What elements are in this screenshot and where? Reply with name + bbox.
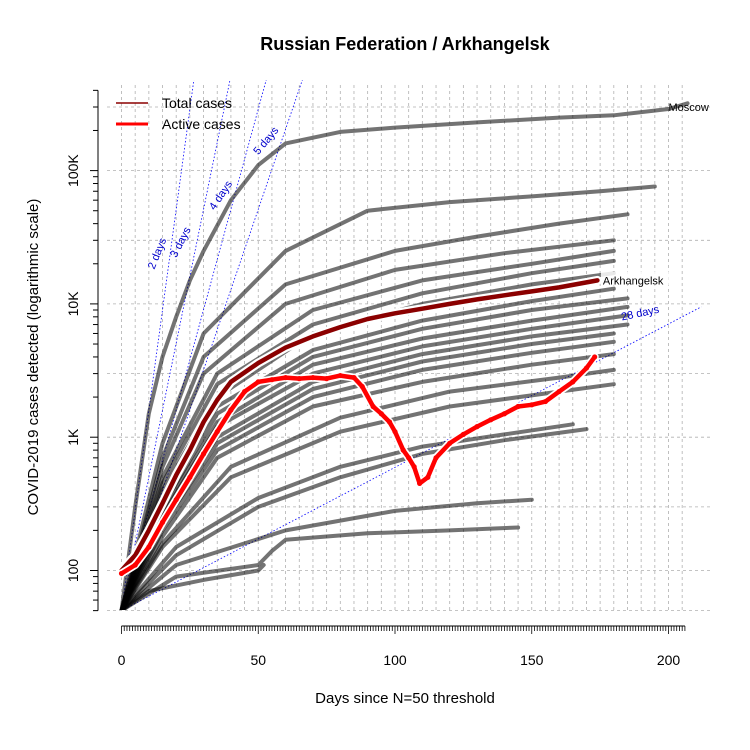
active-cases-point [310,374,316,381]
doubling-reference-lines [121,80,702,610]
active-cases-point [132,562,138,568]
active-cases-point [118,570,125,577]
active-cases-point [570,379,576,385]
active-cases-point [386,419,393,425]
x-tick-label: 150 [520,652,544,668]
x-tick-label: 50 [250,652,266,668]
active-cases-point [556,388,562,395]
annotation-arkhangelsk: Arkhangelsk [603,275,664,287]
active-cases-point [542,398,549,405]
active-cases-point [447,440,453,446]
y-tick-label: 100K [65,154,81,187]
active-cases-point [433,455,439,461]
active-cases-point [283,374,289,381]
background-series-line [119,101,690,610]
active-cases-point [583,365,590,371]
x-tick-label: 0 [118,652,126,668]
active-cases-point [392,429,398,435]
active-cases-point [359,383,365,390]
axes: 100 1K 10K 100K 0 50 100 150 200 [65,89,686,668]
active-cases-point [406,455,412,461]
background-series-line [119,422,575,610]
chart-title: Russian Federation / Arkhangelsk [260,34,550,54]
legend-label-total-cases: Total cases [162,95,232,111]
background-series-line [119,212,630,610]
active-cases-point [474,424,480,430]
background-series-line [119,563,266,610]
active-cases-point [515,403,521,410]
active-cases-point [296,376,302,382]
y-axis-label: COVID-2019 cases detected (logarithmic s… [25,199,42,516]
active-cases-point [425,474,431,480]
annotation-background [600,271,669,286]
legend-label-active-cases: Active cases [162,116,241,132]
active-cases-point [241,388,248,395]
y-tick-label: 1K [65,428,81,446]
active-cases-point [173,497,179,503]
background-series-line [119,367,616,610]
background-series-line [119,427,589,610]
x-axis-label: Days since N=50 threshold [315,690,495,707]
active-cases-point [370,403,376,410]
background-series-line [119,238,616,610]
background-series-line [119,248,616,610]
active-cases-point [200,451,207,457]
active-cases-point [269,377,275,383]
background-series-line [119,184,657,610]
total-cases-line [119,278,600,573]
highlighted-series [117,275,602,578]
active-cases-point [187,474,193,480]
active-cases-point [324,376,330,382]
doubling-line-28-days [121,306,702,610]
annotation-moscow: Moscow [669,102,709,114]
active-cases-point [351,374,357,381]
active-cases-point [529,402,535,408]
active-cases-point [228,407,234,413]
active-cases-point [214,429,220,435]
active-cases-point [400,447,406,453]
x-tick-label: 200 [657,652,681,668]
y-tick-label: 10K [65,291,81,317]
active-cases-point [159,519,166,525]
active-cases-point [378,411,384,417]
active-cases-point [255,379,261,385]
active-cases-point [146,544,152,550]
background-series-line [119,497,534,610]
active-cases-point [488,417,494,423]
series-annotations: Moscow Arkhangelsk [600,102,709,287]
x-tick-label: 100 [383,652,407,668]
active-cases-point [592,354,598,360]
legend: Total cases Active cases [116,95,241,132]
background-series-line [119,352,616,610]
active-cases-point [501,411,507,417]
background-series-line [119,525,521,610]
y-tick-label: 100 [65,559,81,583]
background-series-line [119,258,616,610]
active-cases-point [337,372,343,379]
active-cases-point [411,464,417,470]
active-cases-point [460,431,466,437]
active-cases-point [417,480,423,487]
